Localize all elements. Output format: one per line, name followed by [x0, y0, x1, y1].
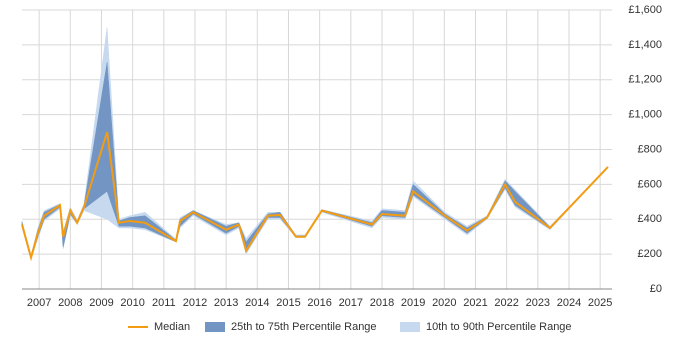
x-tick-label: 2014: [245, 297, 269, 309]
x-tick-label: 2007: [27, 297, 51, 309]
x-tick-label: 2015: [276, 297, 300, 309]
x-tick-label: 2023: [526, 297, 550, 309]
x-tick-label: 2008: [58, 297, 82, 309]
legend-swatch: [400, 322, 420, 332]
y-tick-label: £1,200: [628, 74, 662, 86]
x-tick-label: 2012: [183, 297, 207, 309]
legend-label: 10th to 90th Percentile Range: [426, 321, 572, 333]
x-tick-label: 2009: [89, 297, 113, 309]
x-tick-label: 2018: [370, 297, 394, 309]
median-line: [21, 131, 609, 262]
y-tick-label: £400: [638, 213, 662, 225]
y-tick-label: £1,600: [628, 4, 662, 16]
y-tick-label: £800: [638, 143, 662, 155]
x-tick-label: 2013: [214, 297, 238, 309]
x-tick-label: 2024: [557, 297, 581, 309]
y-tick-label: £200: [638, 248, 662, 260]
x-tick-label: 2021: [463, 297, 487, 309]
legend-label: Median: [154, 321, 190, 333]
y-tick-label: £0: [650, 283, 662, 295]
x-tick-label: 2022: [494, 297, 518, 309]
x-tick-label: 2025: [588, 297, 612, 309]
x-tick-label: 2016: [307, 297, 331, 309]
x-tick-label: 2010: [120, 297, 144, 309]
x-tick-label: 2011: [152, 297, 176, 309]
y-tick-label: £1,400: [628, 39, 662, 51]
y-tick-label: £1,000: [628, 109, 662, 121]
legend-swatch: [205, 322, 225, 332]
x-tick-label: 2017: [339, 297, 363, 309]
x-tick-label: 2019: [401, 297, 425, 309]
x-tick-label: 2020: [432, 297, 456, 309]
y-tick-label: £600: [638, 178, 662, 190]
legend-label: 25th to 75th Percentile Range: [231, 321, 377, 333]
